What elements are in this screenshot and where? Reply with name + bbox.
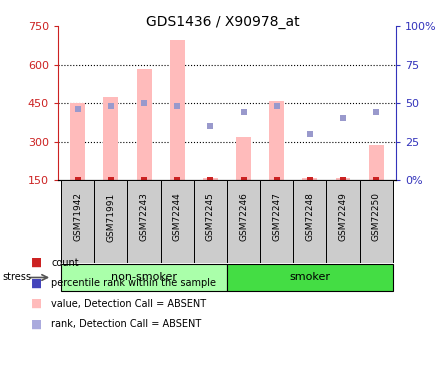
Point (306, 177, 313, 183)
Text: percentile rank within the sample: percentile rank within the sample (51, 278, 216, 288)
Bar (94, 180, 127, 262)
Text: value, Detection Call = ABSENT: value, Detection Call = ABSENT (51, 299, 206, 309)
Point (273, 103, 280, 109)
Bar (70, 103, 85, 180)
Text: GSM72246: GSM72246 (239, 192, 248, 241)
Text: count: count (51, 258, 79, 267)
Bar (61, 264, 227, 291)
Text: rank, Detection Call = ABSENT: rank, Detection Call = ABSENT (51, 320, 202, 329)
Point (174, 103, 181, 109)
Bar (360, 180, 393, 262)
Point (141, 100, 148, 106)
Point (240, 110, 247, 116)
Text: GSM71942: GSM71942 (73, 192, 82, 242)
Point (372, 177, 380, 183)
Point (372, 110, 380, 116)
Text: GSM72243: GSM72243 (140, 192, 149, 241)
Bar (61, 180, 94, 262)
Bar (236, 137, 251, 180)
Bar (161, 180, 194, 262)
Bar (327, 180, 360, 262)
Bar (269, 100, 284, 180)
Bar (369, 146, 384, 180)
Bar (203, 178, 218, 180)
Text: GSM72245: GSM72245 (206, 192, 215, 241)
Text: GSM71991: GSM71991 (106, 192, 115, 242)
Text: smoker: smoker (289, 273, 330, 282)
Bar (170, 40, 185, 180)
Text: GSM72248: GSM72248 (305, 192, 314, 241)
Bar (194, 180, 227, 262)
Point (207, 123, 214, 129)
Bar (227, 180, 260, 262)
Bar (127, 180, 161, 262)
Point (240, 177, 247, 183)
Text: GDS1436 / X90978_at: GDS1436 / X90978_at (146, 15, 299, 29)
Text: GSM72247: GSM72247 (272, 192, 281, 241)
Bar (293, 180, 327, 262)
Text: non-smoker: non-smoker (111, 273, 177, 282)
Text: GSM72249: GSM72249 (339, 192, 348, 241)
Point (174, 177, 181, 183)
Point (74, 177, 81, 183)
Point (141, 177, 148, 183)
Text: GSM72244: GSM72244 (173, 192, 182, 241)
Bar (336, 178, 351, 180)
Bar (137, 69, 151, 180)
Point (207, 177, 214, 183)
Text: ■: ■ (31, 277, 42, 290)
Text: ■: ■ (31, 256, 42, 269)
Point (107, 177, 114, 183)
Text: GSM72250: GSM72250 (372, 192, 380, 242)
Bar (260, 180, 293, 262)
Bar (303, 178, 317, 180)
Point (340, 116, 347, 122)
Text: ■: ■ (31, 297, 42, 310)
Point (107, 103, 114, 109)
Text: stress: stress (2, 273, 31, 282)
Text: ■: ■ (31, 318, 42, 331)
Point (340, 177, 347, 183)
Bar (103, 97, 118, 180)
Point (306, 131, 313, 137)
Point (273, 177, 280, 183)
Bar (227, 264, 393, 291)
Point (74, 106, 81, 112)
